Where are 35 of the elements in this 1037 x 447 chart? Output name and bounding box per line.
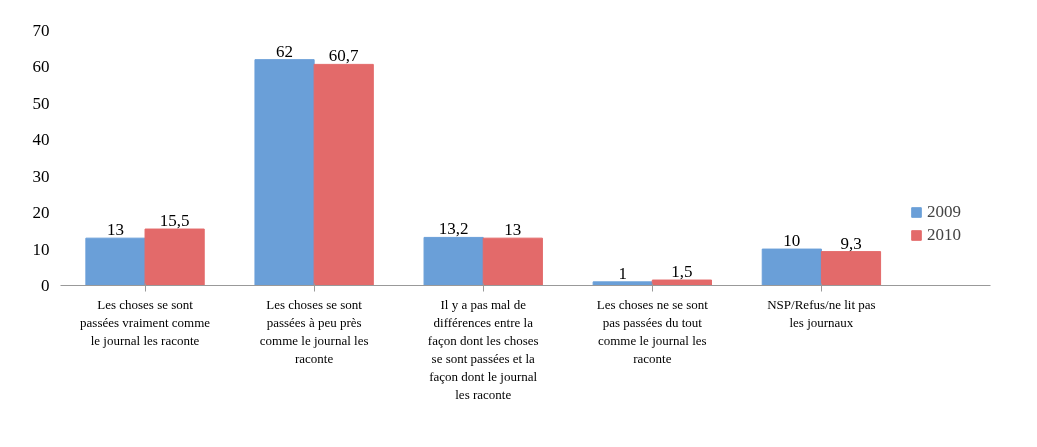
- bar: [482, 237, 543, 286]
- y-tick-label: 70: [32, 21, 50, 40]
- data-label: 13,2: [438, 219, 469, 239]
- y-tick-label: 50: [32, 93, 50, 113]
- legend-label: 2009: [927, 202, 961, 222]
- x-tick-label: Il y a pas mal de différences entre la façon dont les choses se sont passées et la façon dont le journal les raconte: [427, 296, 539, 402]
- data-label: 10: [783, 231, 801, 251]
- y-tick-label: 30: [32, 166, 50, 186]
- y-tick-label: 40: [32, 130, 50, 150]
- data-label: 1: [618, 263, 627, 283]
- data-label: 13: [106, 220, 124, 240]
- x-tick-label: Les choses se sont passées vraiment comme le journal les raconte: [80, 296, 211, 348]
- y-tick-label: 60: [32, 57, 50, 77]
- bar: [761, 248, 822, 286]
- legend-label: 2010: [927, 225, 961, 245]
- data-label: 15,5: [159, 211, 190, 231]
- x-tick-label: Les choses ne se sont pas passées du tout comme le journal les raconte: [596, 296, 709, 366]
- bar: [651, 279, 712, 286]
- data-label: 60,7: [328, 46, 360, 66]
- data-label: 62: [276, 41, 294, 61]
- bar: [254, 59, 315, 286]
- x-tick-label: NSP/Refus/ne lit pas les journaux: [767, 296, 876, 330]
- bar: [85, 237, 146, 286]
- bar: [820, 251, 882, 286]
- x-tick-label: Les choses se sont passées à peu près comme le journal les raconte: [259, 296, 369, 366]
- y-tick-label: 0: [41, 276, 50, 295]
- bar: [423, 236, 484, 286]
- bar: [313, 63, 374, 286]
- data-label: 9,3: [840, 233, 862, 253]
- y-tick-label: 20: [32, 203, 50, 223]
- data-label: 1,5: [671, 262, 693, 282]
- y-tick-label: 10: [32, 239, 50, 259]
- bar: [592, 281, 653, 286]
- bar: [144, 228, 205, 286]
- data-label: 13: [504, 220, 522, 240]
